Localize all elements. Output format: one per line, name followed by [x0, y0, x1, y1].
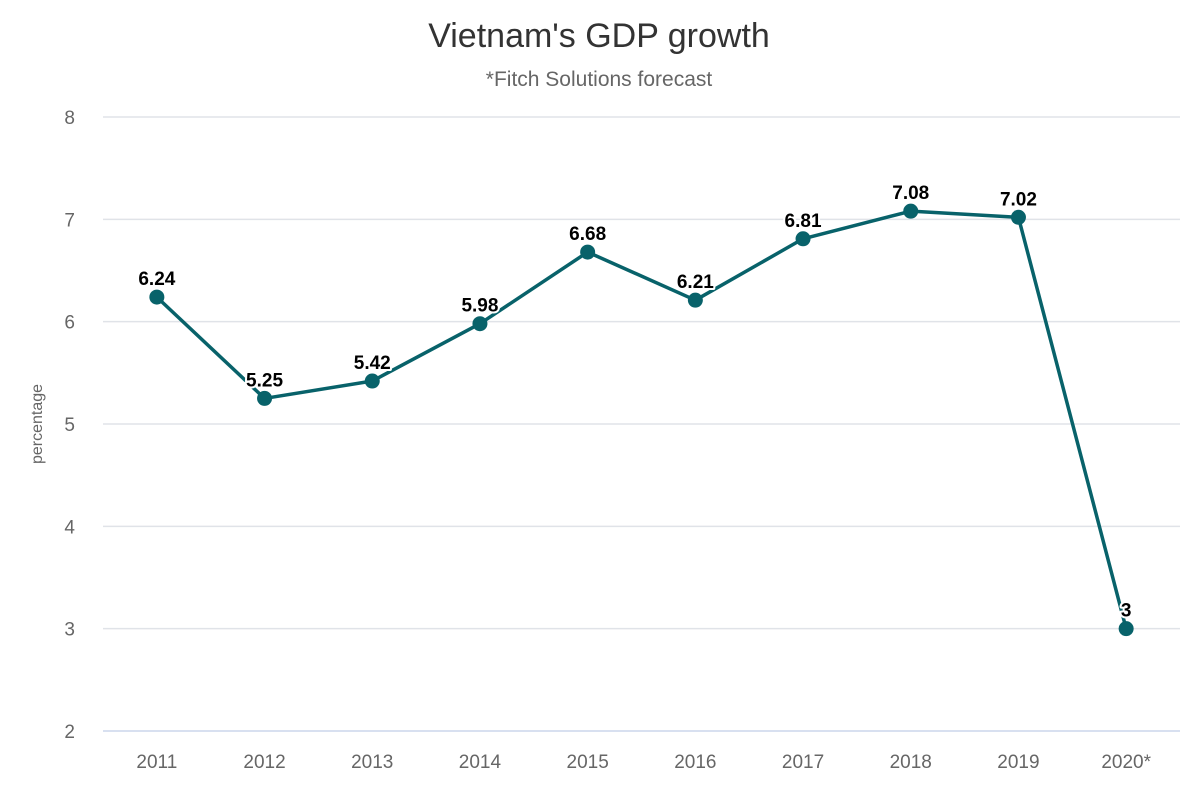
y-tick-label: 4 [64, 517, 75, 538]
data-label-2018: 7.08 [892, 183, 929, 204]
data-point-2019 [1010, 209, 1026, 225]
data-point-2011 [149, 289, 165, 305]
x-tick-label: 2015 [567, 752, 609, 773]
series-gdp-growth [149, 203, 1134, 637]
data-point-2017 [795, 231, 811, 247]
data-label-2014: 5.98 [461, 296, 498, 317]
data-point-2012 [257, 390, 273, 406]
x-tick-label: 2013 [351, 752, 393, 773]
y-tick-label: 7 [64, 210, 75, 231]
data-label-2012: 5.25 [246, 370, 283, 391]
data-label-2020: 3 [1121, 601, 1132, 622]
y-tick-label: 6 [64, 313, 75, 334]
gridlines [103, 116, 1180, 630]
data-point-2015 [580, 244, 596, 260]
x-tick-label: 2014 [459, 752, 502, 773]
x-axis-ticks: 2011 2012 2013 2014 2015 2016 2017 2018 2019 2020… [136, 752, 1151, 773]
data-point-2020 [1118, 621, 1134, 637]
data-point-2016 [687, 292, 703, 308]
chart-subtitle: *Fitch Solutions forecast [486, 68, 713, 91]
chart-title: Vietnam's GDP growth [428, 17, 770, 55]
y-tick-label: 3 [64, 620, 75, 641]
series-line [155, 209, 1128, 631]
y-axis-ticks: 2 3 4 5 6 7 8 [64, 108, 75, 743]
data-label-2016: 6.21 [677, 272, 714, 293]
x-tick-label: 2012 [243, 752, 285, 773]
data-labels: 6.24 5.25 5.42 5.98 6.68 6.21 6.81 7.08 7.02 3 [136, 181, 1133, 624]
y-tick-label: 5 [64, 415, 75, 436]
data-label-2011: 6.24 [138, 269, 175, 290]
data-point-2014 [472, 316, 488, 332]
data-point-2018 [903, 203, 919, 219]
x-tick-label: 2018 [890, 752, 932, 773]
y-tick-label: 8 [64, 108, 75, 129]
data-point-2013 [364, 373, 380, 389]
x-tick-label: 2011 [136, 752, 177, 773]
x-tick-label: 2017 [782, 752, 824, 773]
data-label-2019: 7.02 [1000, 189, 1037, 210]
x-tick-label: 2020* [1101, 752, 1151, 773]
x-tick-label: 2016 [674, 752, 716, 773]
y-tick-label: 2 [64, 722, 75, 743]
data-label-2013: 5.42 [354, 353, 391, 374]
x-tick-label: 2019 [997, 752, 1039, 773]
data-label-2015: 6.68 [569, 224, 606, 245]
y-axis-label: percentage [29, 384, 46, 464]
data-label-2017: 6.81 [785, 211, 822, 232]
